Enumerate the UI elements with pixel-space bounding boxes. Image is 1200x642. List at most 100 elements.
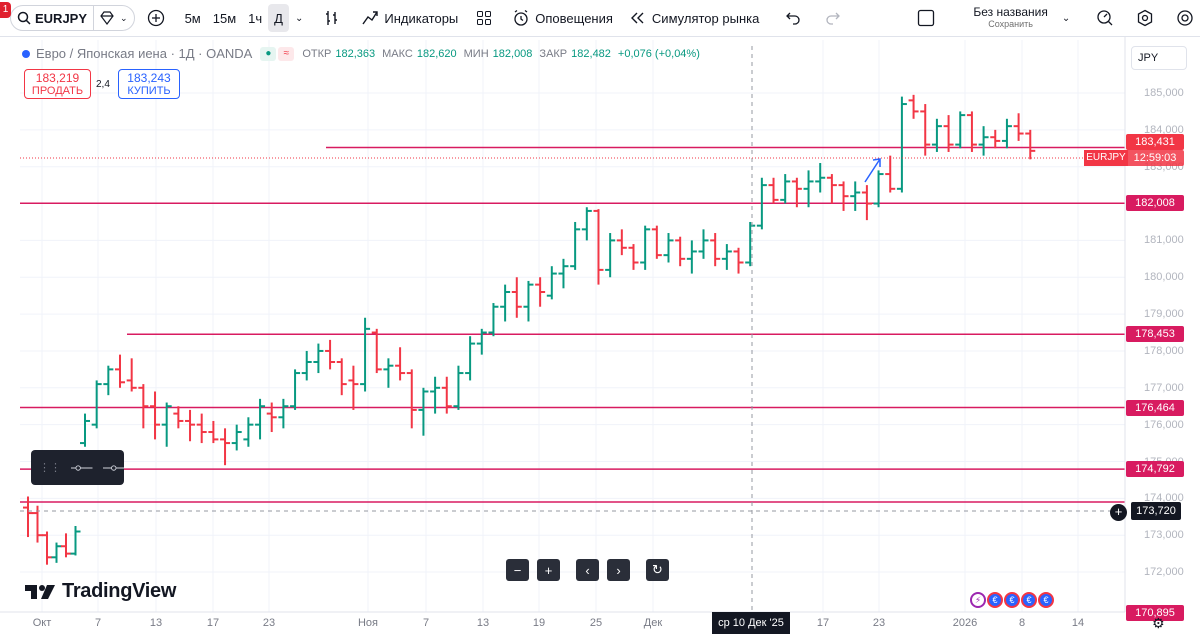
ohlc-bar <box>885 155 896 193</box>
ohlc-bar <box>535 277 546 307</box>
currency-button[interactable]: JPY <box>1131 46 1187 70</box>
reset-chart-button[interactable]: ↻ <box>646 559 669 581</box>
ohlc-bar <box>546 266 557 300</box>
plus-icon: + <box>544 562 553 578</box>
interval-15m[interactable]: 15м <box>212 10 237 26</box>
x-tick-label: 17 <box>816 617 830 629</box>
templates-button[interactable] <box>470 4 498 32</box>
ohlc-bar <box>371 328 382 374</box>
ohlc-bar <box>721 244 732 270</box>
market-status[interactable]: ● ≈ <box>260 46 295 61</box>
sell-price: 183,219 <box>35 71 80 85</box>
grid-icon <box>477 11 492 25</box>
zoom-out-button[interactable]: − <box>506 559 529 581</box>
ohlc-bar <box>465 336 476 381</box>
current-price-tag: 183,431 <box>1126 134 1184 150</box>
ohlc-bar <box>185 409 196 442</box>
x-tick-label: 2026 <box>952 617 978 629</box>
x-tick-label: Ноя <box>357 617 379 629</box>
layout-title: Без названия <box>973 5 1048 19</box>
ohlc-bar <box>51 542 62 563</box>
settings-button[interactable] <box>1130 4 1160 32</box>
event-euro-icon[interactable]: € <box>1004 592 1020 608</box>
ohlc-bar <box>675 236 686 267</box>
ohlc-bar <box>255 398 266 440</box>
alarm-clock-icon <box>514 9 528 26</box>
reset-icon: ↻ <box>652 562 663 577</box>
drag-handle-icon[interactable]: ⋮⋮ <box>39 462 61 474</box>
ohlc-bar <box>70 525 81 556</box>
diamond-icon[interactable] <box>99 11 115 25</box>
interval-1h[interactable]: 1ч <box>248 10 263 26</box>
symbol-search[interactable]: EURJPY ⌄ <box>10 5 135 31</box>
event-euro-icon[interactable]: € <box>1021 592 1037 608</box>
undo-button[interactable] <box>779 4 807 32</box>
chevron-right-icon: › <box>616 562 621 578</box>
ohlc-bar <box>651 225 662 259</box>
ohlc-bar <box>23 496 33 538</box>
replay-button[interactable]: Симулятор рынка <box>623 4 765 32</box>
ohlc-bar <box>756 177 767 230</box>
scroll-right-button[interactable]: › <box>607 559 630 581</box>
interval-dropdown[interactable]: ⌄ <box>289 4 309 32</box>
ohlc-bar <box>861 185 872 221</box>
level-price-tag: 170,895 <box>1126 604 1184 621</box>
x-tick-label: Дек <box>643 617 663 629</box>
y-tick-label: 184,000 <box>1144 123 1184 136</box>
add-alert-plus-icon[interactable]: + <box>1110 504 1127 521</box>
zoom-in-button[interactable]: + <box>537 559 560 581</box>
ohlc-bar <box>698 229 709 259</box>
y-tick-label: 181,000 <box>1144 234 1184 247</box>
ohlc-bar <box>348 365 359 410</box>
scale-settings-gear-icon[interactable]: ⚙ <box>1152 615 1165 631</box>
notification-badge[interactable]: 1 <box>0 2 11 18</box>
sell-button[interactable]: 183,219 ПРОДАТЬ <box>24 69 91 99</box>
y-tick-label: 176,000 <box>1144 418 1184 431</box>
layout-icon <box>918 9 935 27</box>
level-price-tag: 174,792 <box>1126 461 1184 478</box>
redo-button[interactable] <box>819 4 847 32</box>
scroll-left-button[interactable]: ‹ <box>576 559 599 581</box>
y-tick-label: 172,000 <box>1144 566 1184 579</box>
interval-1d[interactable]: Д <box>268 4 289 32</box>
y-tick-label: 177,000 <box>1144 381 1184 394</box>
x-tick-label: 23 <box>872 617 886 629</box>
ohlc-bar <box>710 233 721 267</box>
event-euro-icon[interactable]: € <box>1038 592 1054 608</box>
chart-type-button[interactable] <box>317 4 347 32</box>
alerts-button[interactable]: Оповещения <box>506 4 619 32</box>
ohlc-bar <box>196 413 207 444</box>
tradingview-logo[interactable]: TradingView <box>25 580 176 603</box>
legend-title[interactable]: Евро / Японская иена · 1Д · OANDA <box>36 46 253 61</box>
horizontal-ray-icon[interactable] <box>71 464 93 472</box>
horizontal-line-icon[interactable] <box>102 464 125 472</box>
compare-button[interactable] <box>141 4 171 32</box>
ohlc-bar <box>208 420 219 444</box>
ohlc-bar <box>616 229 627 256</box>
indicators-button[interactable]: Индикаторы <box>355 4 464 32</box>
ohlc-bar <box>943 115 954 152</box>
layout-button[interactable] <box>911 4 941 32</box>
ohlc-bar <box>406 369 417 429</box>
layout-name-button[interactable]: Без названия Сохранить ⌄ <box>959 4 1076 32</box>
chevron-down-icon[interactable]: ⌄ <box>120 12 128 23</box>
ohlc-bar <box>605 233 616 278</box>
x-tick-label: 13 <box>149 617 163 629</box>
ohlc-bar <box>966 111 977 152</box>
ohlc-bar <box>815 163 826 193</box>
event-euro-icon[interactable]: € <box>987 592 1003 608</box>
ohlc-bar <box>780 174 791 204</box>
ohlc-bar <box>745 221 756 267</box>
interval-5m[interactable]: 5м <box>184 10 201 26</box>
buy-button[interactable]: 183,243 КУПИТЬ <box>118 69 180 99</box>
search-icon <box>17 11 31 25</box>
snapshot-button[interactable] <box>1170 4 1200 32</box>
y-tick-label: 173,000 <box>1144 529 1184 542</box>
quick-search-button[interactable] <box>1090 4 1120 32</box>
x-tick-label: 8 <box>1018 617 1026 629</box>
event-flash-icon[interactable]: ⚡ <box>970 592 986 608</box>
ohlc-bar <box>243 417 254 447</box>
ohlc-bar <box>920 104 931 156</box>
ohlc-bar <box>628 244 639 270</box>
